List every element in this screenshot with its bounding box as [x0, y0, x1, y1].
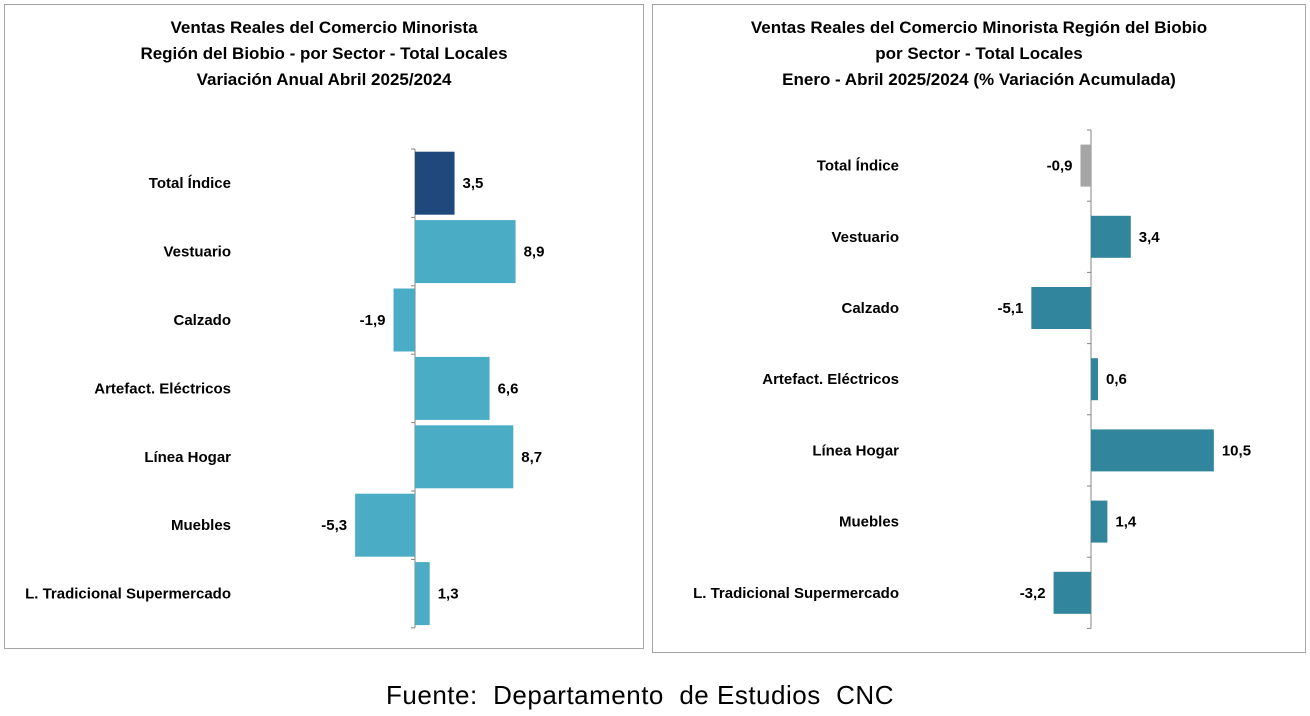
data-label: 8,9 — [524, 244, 545, 261]
bar — [393, 288, 415, 352]
data-label: 3,5 — [463, 175, 484, 192]
chart-title-line: Ventas Reales del Comercio Minorista — [170, 18, 478, 37]
bar — [355, 493, 415, 557]
bar — [1091, 500, 1108, 543]
bar — [415, 151, 455, 215]
data-label: 8,7 — [521, 449, 542, 466]
data-label: -5,3 — [321, 517, 347, 534]
category-label: Muebles — [839, 514, 899, 531]
category-label: L. Tradicional Supermercado — [25, 586, 231, 603]
category-label: Vestuario — [831, 229, 899, 246]
bar — [1080, 144, 1091, 187]
chart-panel-right: Ventas Reales del Comercio Minorista Reg… — [652, 4, 1306, 653]
data-label: -0,9 — [1047, 158, 1073, 175]
source-note: Fuente: Departamento de Estudios CNC — [386, 680, 894, 710]
bar — [415, 356, 490, 420]
chart-title-line: Variación Anual Abril 2025/2024 — [196, 70, 452, 89]
chart-title-line: Región del Biobio - por Sector - Total L… — [140, 44, 508, 63]
bar — [1091, 358, 1099, 401]
bar — [1091, 429, 1214, 472]
bar — [1053, 571, 1091, 614]
category-label: Artefact. Eléctricos — [762, 371, 899, 388]
category-label: Línea Hogar — [812, 442, 899, 459]
data-label: -5,1 — [997, 300, 1023, 317]
category-label: Calzado — [173, 312, 231, 329]
data-label: 3,4 — [1139, 229, 1161, 246]
data-label: 6,6 — [498, 380, 519, 397]
category-label: Vestuario — [163, 244, 231, 261]
bar — [415, 220, 516, 284]
chart-title-left: Ventas Reales del Comercio Minorista Reg… — [5, 15, 643, 93]
chart-title-line: por Sector - Total Locales — [875, 44, 1083, 63]
chart-title-line: Enero - Abril 2025/2024 (% Variación Acu… — [782, 70, 1176, 89]
category-label: Calzado — [841, 300, 899, 317]
data-label: -3,2 — [1020, 585, 1046, 602]
bar-chart-left: 3,5 Total Índice 8,9 Vestuario -1,9 Calzado 6,… — [25, 148, 545, 629]
category-label: Total Índice — [149, 175, 231, 192]
chart-panel-left: Ventas Reales del Comercio Minorista Reg… — [4, 4, 644, 649]
bar — [415, 562, 430, 626]
bar-chart-right: -0,9 Total Índice 3,4 Vestuario -5,1 Calzado 0… — [693, 129, 1251, 629]
data-label: 0,6 — [1106, 371, 1127, 388]
category-label: Muebles — [171, 517, 231, 534]
data-label: 10,5 — [1222, 442, 1251, 459]
category-label: L. Tradicional Supermercado — [693, 585, 899, 602]
data-label: -1,9 — [360, 312, 386, 329]
data-label: 1,3 — [438, 586, 459, 603]
data-label: 1,4 — [1115, 514, 1137, 531]
category-label: Línea Hogar — [144, 449, 231, 466]
category-label: Total Índice — [817, 158, 899, 175]
bar — [415, 425, 514, 489]
chart-title-right: Ventas Reales del Comercio Minorista Reg… — [653, 15, 1305, 93]
category-label: Artefact. Eléctricos — [94, 380, 231, 397]
bar — [1031, 287, 1091, 329]
bar — [1091, 215, 1131, 258]
chart-title-line: Ventas Reales del Comercio Minorista Reg… — [750, 18, 1208, 37]
